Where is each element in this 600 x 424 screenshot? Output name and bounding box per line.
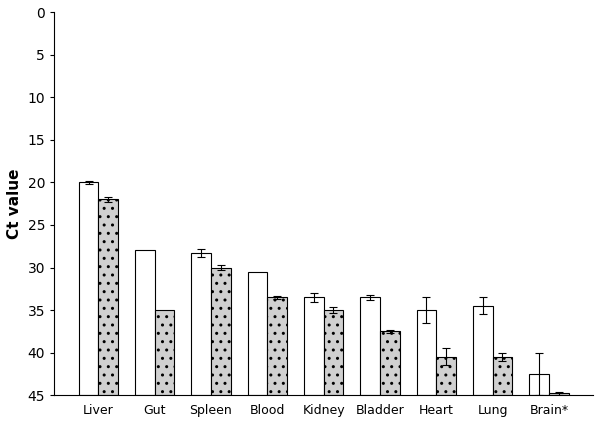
Bar [98, 199, 118, 395]
Bar [380, 331, 400, 395]
Bar [155, 310, 175, 395]
Bar [304, 297, 323, 395]
Bar [211, 268, 230, 395]
Bar [360, 297, 380, 395]
Bar [436, 357, 456, 395]
Bar [267, 297, 287, 395]
Bar [79, 182, 98, 395]
Bar [135, 251, 155, 395]
Bar [473, 306, 493, 395]
Bar [529, 374, 549, 395]
Bar [191, 253, 211, 395]
Bar [248, 272, 267, 395]
Bar [549, 393, 569, 395]
Y-axis label: Ct value: Ct value [7, 168, 22, 239]
Bar [416, 310, 436, 395]
Bar [493, 357, 512, 395]
Bar [323, 310, 343, 395]
